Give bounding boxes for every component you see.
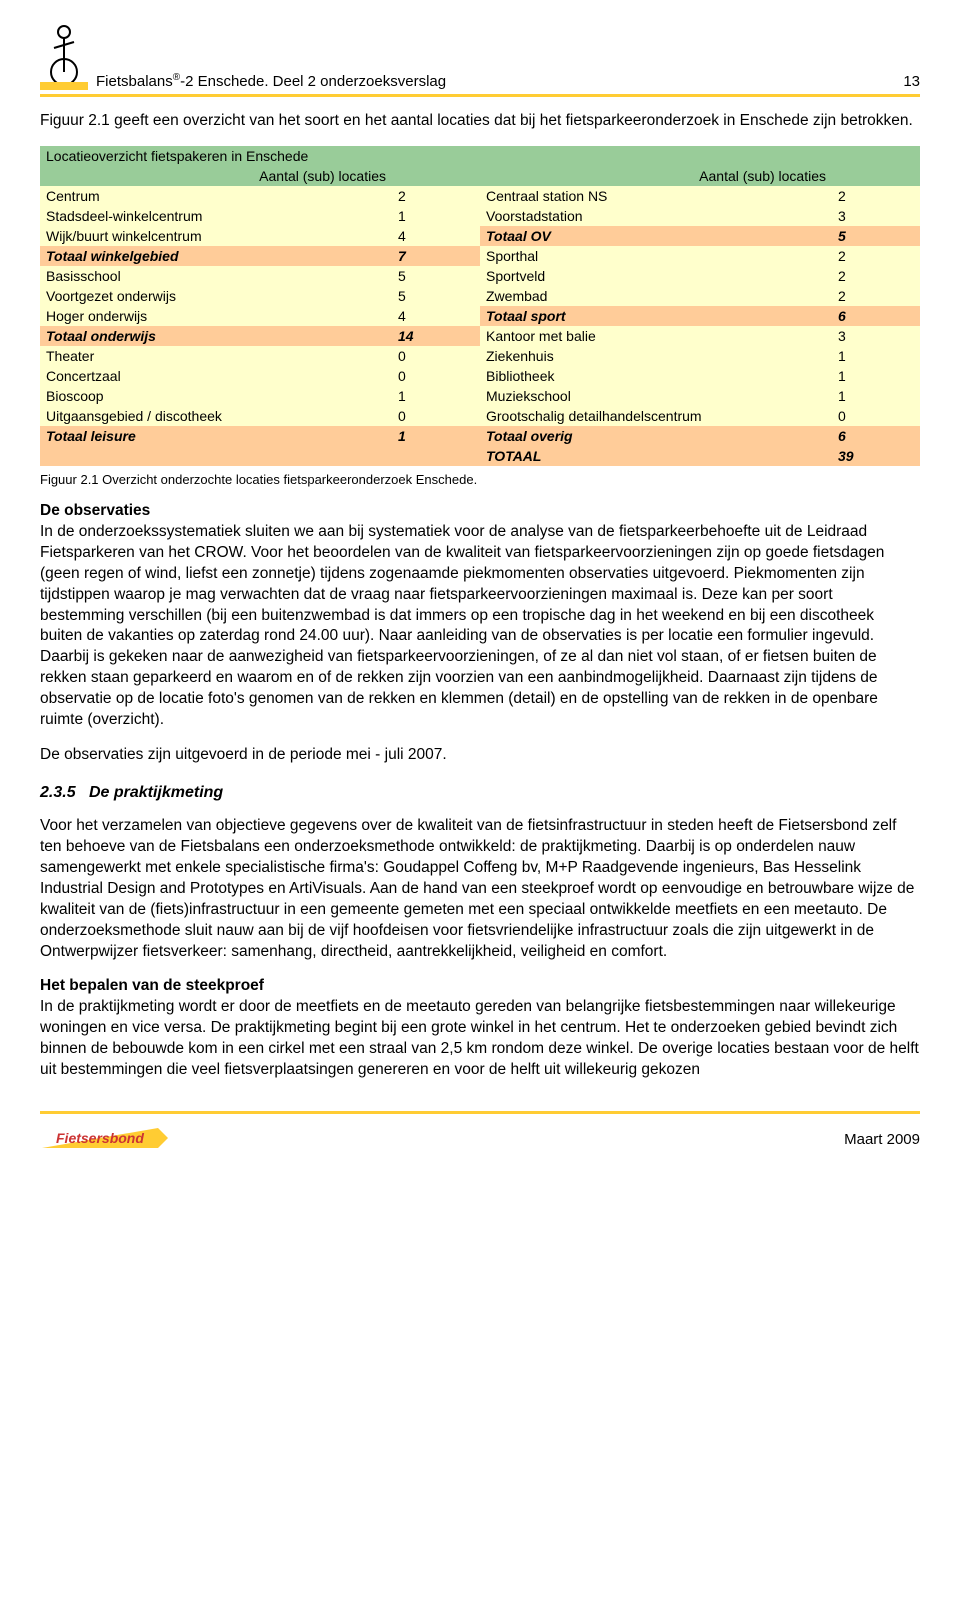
- header-title: Fietsbalans®-2 Enschede. Deel 2 onderzoe…: [96, 72, 903, 90]
- table-row: Basisschool5Sportveld2: [40, 266, 920, 286]
- col-header-right: Aantal (sub) locaties: [480, 166, 832, 186]
- praktijkmeting-paragraph: Voor het verzamelen van objectieve gegev…: [40, 816, 920, 962]
- figure-caption: Figuur 2.1 Overzicht onderzochte locatie…: [40, 472, 920, 487]
- table-row: Uitgaansgebied / discotheek0Grootschalig…: [40, 406, 920, 426]
- page-footer: Fietsersbond Maart 2009: [40, 1111, 920, 1158]
- steekproef-body: In de praktijkmeting wordt er door de me…: [40, 998, 919, 1078]
- section-number: 2.3.5: [40, 784, 76, 801]
- footer-date: Maart 2009: [844, 1131, 920, 1148]
- table-row: Bioscoop1Muziekschool1: [40, 386, 920, 406]
- table-row: Totaal onderwijs14Kantoor met balie3: [40, 326, 920, 346]
- table-row: Totaal winkelgebied7Sporthal2: [40, 246, 920, 266]
- table-title: Locatieoverzicht fietspakeren in Ensched…: [40, 146, 920, 166]
- table-column-header: Aantal (sub) locaties Aantal (sub) locati…: [40, 166, 920, 186]
- observation-period: De observaties zijn uitgevoerd in de per…: [40, 745, 920, 766]
- observations-heading: De observaties: [40, 502, 150, 519]
- location-table: Locatieoverzicht fietspakeren in Ensched…: [40, 146, 920, 466]
- fietsersbond-logo-icon: Fietsersbond: [40, 1120, 170, 1158]
- table-row: Hoger onderwijs4Totaal sport6: [40, 306, 920, 326]
- table-row: Wijk/buurt winkelcentrum4Totaal OV5: [40, 226, 920, 246]
- table-row: Centrum2Centraal station NS2: [40, 186, 920, 206]
- header-title-prefix: Fietsbalans: [96, 73, 173, 90]
- section-title: De praktijkmeting: [89, 784, 223, 801]
- col-header-left: Aantal (sub) locaties: [40, 166, 392, 186]
- table-row: Totaal leisure1Totaal overig6: [40, 426, 920, 446]
- steekproef-paragraph: Het bepalen van de steekproef In de prak…: [40, 976, 920, 1081]
- page-header: Fietsbalans®-2 Enschede. Deel 2 onderzoe…: [40, 0, 920, 97]
- observations-body: In de onderzoekssystematiek sluiten we a…: [40, 523, 884, 728]
- page-number: 13: [903, 73, 920, 90]
- observations-paragraph: De observaties In de onderzoekssystemati…: [40, 501, 920, 731]
- table-row: Voortgezet onderwijs5Zwembad2: [40, 286, 920, 306]
- header-title-rest: -2 Enschede. Deel 2 onderzoeksverslag: [180, 73, 446, 90]
- svg-text:Fietsersbond: Fietsersbond: [56, 1130, 144, 1146]
- section-heading: 2.3.5 De praktijkmeting: [40, 784, 920, 802]
- intro-paragraph: Figuur 2.1 geeft een overzicht van het s…: [40, 111, 920, 132]
- table-row: TOTAAL39: [40, 446, 920, 466]
- steekproef-heading: Het bepalen van de steekproef: [40, 977, 264, 994]
- header-title-sup: ®: [173, 72, 180, 83]
- table-row: Stadsdeel-winkelcentrum1Voorstadstation3: [40, 206, 920, 226]
- table-row: Theater0Ziekenhuis1: [40, 346, 920, 366]
- table-row: Concertzaal0Bibliotheek1: [40, 366, 920, 386]
- fietsbalans-logo-icon: [40, 20, 88, 90]
- table-header-row: Locatieoverzicht fietspakeren in Ensched…: [40, 146, 920, 166]
